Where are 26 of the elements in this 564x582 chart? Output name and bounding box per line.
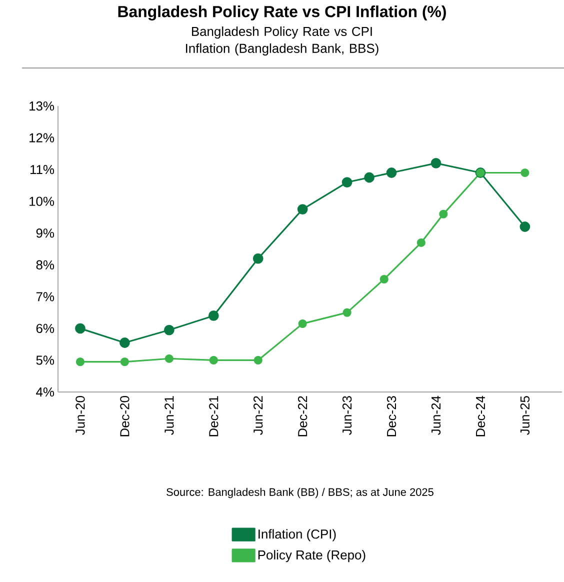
x-tick-label: Dec-22	[298, 396, 308, 436]
x-tick-label: Jun-25	[520, 396, 530, 435]
chart-subtitle: Bangladesh Policy Rate vs CPI Inflation (Bangladesh Bank, BBS)	[186, 26, 378, 56]
y-tick-label: 11%	[30, 165, 54, 174]
y-tick-label: 8%	[36, 260, 54, 270]
x-tick-label: Jun-20	[76, 396, 85, 435]
x-tick-label: Dec-21	[209, 396, 218, 436]
legend-label: Inflation (CPI)	[258, 529, 336, 542]
y-tick-label: 4%	[36, 387, 54, 397]
chart-title: Bangladesh Policy Rate vs CPI Inflation (%)	[118, 6, 446, 20]
y-tick-label: 6%	[36, 324, 54, 334]
x-tick-label: Dec-23	[386, 396, 396, 436]
y-tick-label: 12%	[30, 133, 54, 142]
y-tick-label: 9%	[36, 228, 54, 238]
legend-label: Policy Rate (Repo)	[258, 550, 366, 562]
x-tick-label: Dec-24	[476, 396, 486, 436]
x-tick-label: Jun-24	[431, 396, 441, 435]
x-tick-label: Jun-21	[164, 396, 174, 435]
source-note: Source: Bangladesh Bank (BB) / BBS; as at June 2025	[166, 488, 434, 498]
x-tick-label: Dec-20	[120, 396, 130, 436]
y-tick-label: 5%	[36, 356, 54, 365]
x-tick-label: Jun-22	[254, 396, 263, 435]
x-tick-label: Jun-23	[342, 396, 352, 435]
y-tick-label: 7%	[36, 292, 54, 302]
y-tick-label: 10%	[30, 196, 54, 206]
y-tick-label: 13%	[30, 101, 54, 111]
